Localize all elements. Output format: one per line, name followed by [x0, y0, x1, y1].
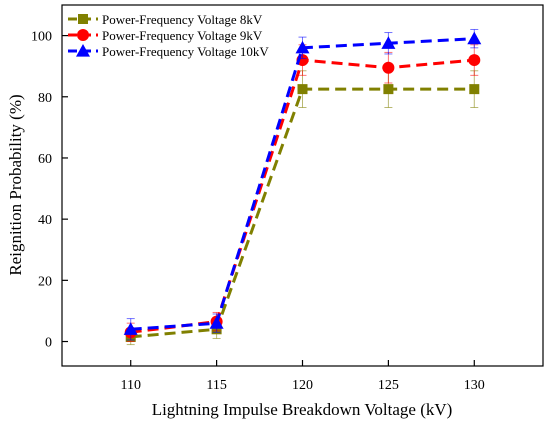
data-point — [467, 31, 482, 45]
y-tick-label: 40 — [38, 213, 52, 228]
series-layer — [123, 28, 482, 346]
y-tick-label: 80 — [38, 91, 52, 106]
legend-marker — [76, 44, 90, 57]
data-point — [381, 36, 396, 49]
data-point — [468, 54, 481, 67]
data-point — [123, 322, 138, 335]
x-tick-label: 120 — [292, 378, 313, 393]
y-axis-title: Reignition Probability (%) — [6, 94, 25, 275]
y-axis: 0 20 40 60 80 100 — [31, 30, 68, 351]
legend-marker — [78, 14, 88, 24]
x-tick-label: 115 — [206, 378, 226, 393]
data-point — [297, 84, 308, 95]
legend-label: Power-Frequency Voltage 10kV — [102, 44, 269, 59]
y-tick-label: 20 — [38, 274, 52, 289]
data-point — [209, 316, 224, 329]
x-axis: 110 115 120 125 130 — [120, 360, 485, 393]
legend-label: Power-Frequency Voltage 9kV — [102, 28, 263, 43]
y-tick-label: 60 — [38, 152, 52, 167]
data-point — [295, 40, 310, 54]
legend-marker — [77, 29, 89, 41]
series-3 — [123, 28, 482, 341]
y-tick-label: 100 — [31, 30, 52, 45]
legend: Power-Frequency Voltage 8kVPower-Frequen… — [68, 12, 269, 59]
x-tick-label: 125 — [378, 378, 399, 393]
y-tick-label: 0 — [45, 336, 52, 351]
data-point — [382, 61, 395, 74]
x-tick-label: 110 — [120, 378, 140, 393]
x-axis-title: Lightning Impulse Breakdown Voltage (kV) — [152, 400, 453, 419]
data-point — [383, 84, 394, 95]
x-tick-label: 130 — [464, 378, 485, 393]
data-point — [469, 84, 480, 95]
legend-label: Power-Frequency Voltage 8kV — [102, 12, 263, 27]
